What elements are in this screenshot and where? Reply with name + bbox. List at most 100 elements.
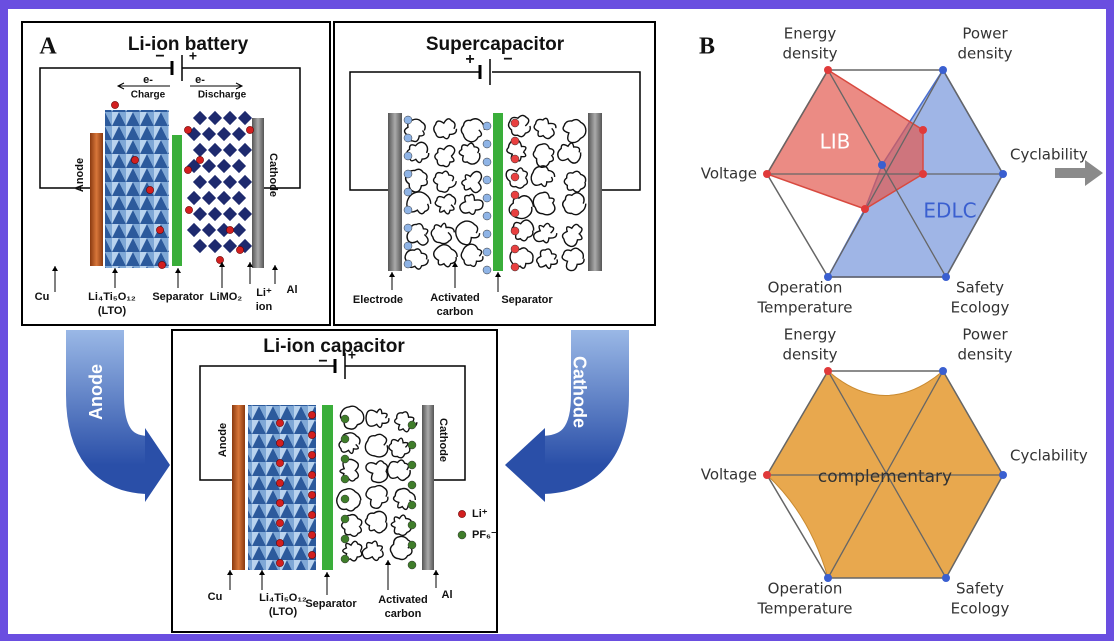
li-ion	[458, 510, 465, 517]
ion	[408, 501, 416, 509]
ion	[404, 170, 412, 178]
figure: AnodeCathodeALi-ion battery−+e-Chargee-D…	[0, 0, 1114, 641]
ion	[511, 263, 519, 271]
li-ion	[276, 519, 283, 526]
label: Supercapacitor	[426, 34, 565, 55]
li-ion	[276, 439, 283, 446]
label: Safety	[956, 279, 1004, 297]
li-ion	[226, 226, 233, 233]
li-ion	[246, 126, 253, 133]
ion	[404, 260, 412, 268]
li-ion	[308, 431, 315, 438]
label: Activated	[378, 594, 428, 606]
label: (LTO)	[98, 305, 127, 317]
label: Safety	[956, 580, 1004, 598]
ion	[408, 461, 416, 469]
label: Cathode	[569, 356, 589, 428]
label: Energy	[784, 25, 837, 43]
cathode	[422, 405, 434, 570]
label: PF₆⁻	[472, 529, 497, 541]
electrode	[588, 113, 602, 271]
label: Temperature	[756, 299, 852, 317]
label: LiMO₂	[210, 291, 242, 303]
li-ion	[185, 206, 192, 213]
label: Cathode	[437, 418, 449, 462]
li-ion	[184, 126, 191, 133]
label: (LTO)	[269, 606, 298, 618]
label: ion	[256, 301, 273, 313]
label: Cu	[35, 291, 50, 303]
ion	[404, 116, 412, 124]
label: Anode	[74, 158, 86, 192]
vertex	[919, 170, 927, 178]
ion	[483, 158, 491, 166]
label: carbon	[385, 608, 422, 620]
label: Electrode	[353, 294, 403, 306]
label: Ecology	[951, 299, 1010, 317]
label: Li⁺	[472, 508, 488, 520]
li-ion	[276, 559, 283, 566]
ion	[511, 227, 519, 235]
ion	[408, 481, 416, 489]
ion	[341, 455, 349, 463]
label: Charge	[131, 90, 166, 101]
label: Discharge	[198, 90, 247, 101]
li-ion	[308, 551, 315, 558]
li-ion	[276, 479, 283, 486]
ion	[404, 188, 412, 196]
li-ion	[156, 226, 163, 233]
ion	[511, 173, 519, 181]
ion	[341, 495, 349, 503]
li-ion	[308, 471, 315, 478]
ion	[408, 541, 416, 549]
ion	[404, 206, 412, 214]
li-ion	[131, 156, 138, 163]
label: Voltage	[701, 466, 757, 484]
li-ion	[308, 511, 315, 518]
vertex	[999, 471, 1007, 479]
vertex	[824, 367, 832, 375]
ion	[458, 531, 466, 539]
ion	[511, 191, 519, 199]
label: Separator	[305, 598, 357, 610]
li-ion	[146, 186, 153, 193]
ion	[511, 119, 519, 127]
label: EDLC	[923, 199, 976, 223]
ion	[511, 155, 519, 163]
label: Activated	[430, 292, 480, 304]
lto	[105, 110, 169, 268]
li-ion	[308, 531, 315, 538]
li-ion	[276, 539, 283, 546]
ion	[341, 515, 349, 523]
li-ion	[158, 261, 165, 268]
label: −	[503, 51, 512, 68]
anode	[232, 405, 245, 570]
ion	[341, 535, 349, 543]
ion	[483, 230, 491, 238]
label: Anode	[86, 364, 106, 420]
li-ion	[276, 499, 283, 506]
li-ion	[196, 156, 203, 163]
label: Cyclability	[1010, 146, 1088, 164]
li-ion	[111, 101, 118, 108]
ion	[483, 176, 491, 184]
anode	[90, 133, 103, 266]
li-ion	[308, 411, 315, 418]
vertex	[824, 66, 832, 74]
label: Ecology	[951, 600, 1010, 618]
ion	[341, 435, 349, 443]
label: density	[958, 346, 1013, 364]
ion	[408, 421, 416, 429]
label: carbon	[437, 306, 474, 318]
ion	[483, 194, 491, 202]
vertex	[763, 170, 771, 178]
label: Li₄Ti₅O₁₂	[259, 592, 307, 604]
ion	[483, 248, 491, 256]
li-ion	[184, 166, 191, 173]
ion	[404, 134, 412, 142]
electrode	[388, 113, 402, 271]
separator	[172, 135, 182, 266]
ion	[341, 475, 349, 483]
ion	[341, 555, 349, 563]
label: Temperature	[756, 600, 852, 618]
